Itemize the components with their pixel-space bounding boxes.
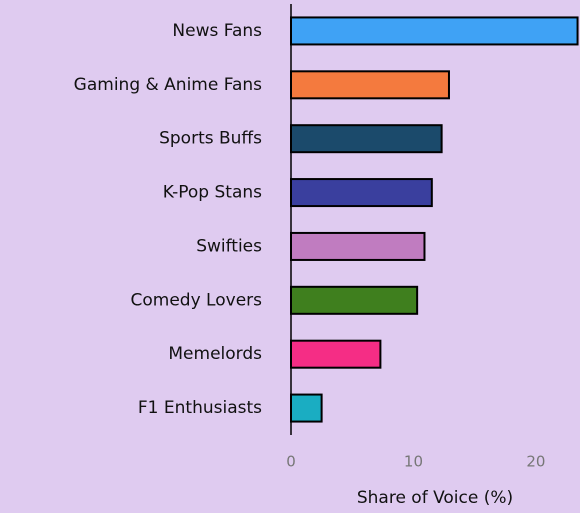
y-tick-label: News Fans xyxy=(172,21,262,41)
bar xyxy=(290,70,450,100)
bar xyxy=(290,231,426,261)
y-tick-label: Swifties xyxy=(196,236,262,256)
y-tick-label: Sports Buffs xyxy=(159,129,262,149)
y-tick-label: Gaming & Anime Fans xyxy=(74,75,262,95)
bar xyxy=(290,393,323,423)
bar xyxy=(290,339,382,369)
y-tick-label: Comedy Lovers xyxy=(131,290,263,310)
bar xyxy=(290,178,433,208)
y-tick-label: F1 Enthusiasts xyxy=(138,398,262,418)
y-tick-label: Memelords xyxy=(168,344,262,364)
x-axis-label: Share of Voice (%) xyxy=(357,488,513,508)
bar xyxy=(290,124,443,154)
x-tick-label: 0 xyxy=(286,453,296,471)
x-tick-label: 10 xyxy=(404,453,423,471)
x-tick-label: 20 xyxy=(526,453,545,471)
bar xyxy=(290,285,419,315)
bar xyxy=(290,16,579,46)
y-tick-label: K-Pop Stans xyxy=(163,183,262,203)
